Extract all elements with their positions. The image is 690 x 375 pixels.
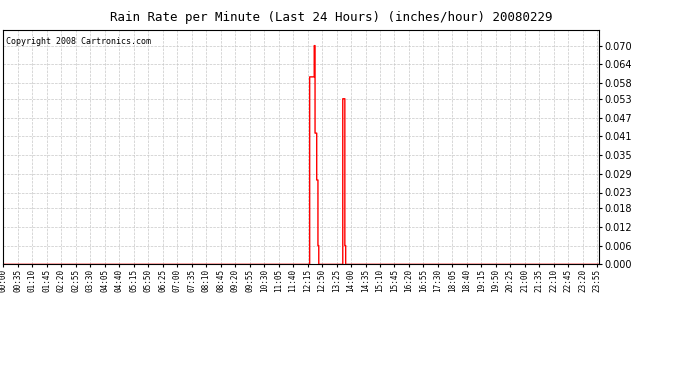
Text: Copyright 2008 Cartronics.com: Copyright 2008 Cartronics.com bbox=[6, 37, 151, 46]
Text: Rain Rate per Minute (Last 24 Hours) (inches/hour) 20080229: Rain Rate per Minute (Last 24 Hours) (in… bbox=[110, 11, 553, 24]
